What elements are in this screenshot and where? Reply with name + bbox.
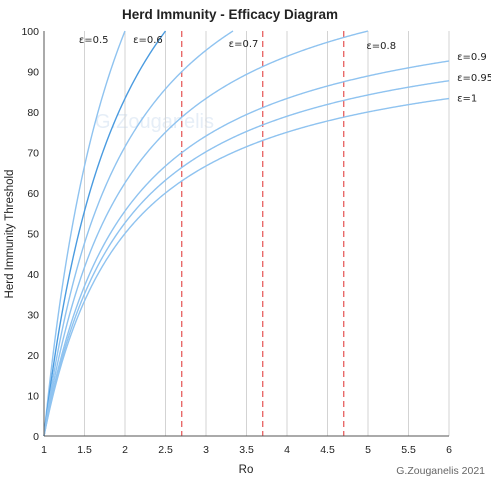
y-tick-label-70: 70 [27,148,39,160]
series-label-eps-0_7: ε=0.7 [229,39,259,50]
series-label-eps-0_9: ε=0.9 [457,52,487,63]
series-line-eps-0_7 [44,31,233,436]
x-tick-label-3: 3 [203,444,209,456]
x-tick-label-5.5: 5.5 [401,444,416,456]
x-tick-label-4.5: 4.5 [320,444,335,456]
x-tick-label-1: 1 [41,444,47,456]
y-tick-label-10: 10 [27,391,39,403]
series-label-eps-0_8: ε=0.8 [366,41,396,52]
y-tick-label-30: 30 [27,310,39,322]
y-tick-label-80: 80 [27,107,39,119]
chart-title: Herd Immunity - Efficacy Diagram [122,7,338,22]
credit-text: G.Zouganelis 2021 [396,465,485,477]
series-label-eps-0_6: ε=0.6 [133,35,163,46]
x-axis-label: Ro [239,464,254,476]
x-tick-labels: 1 1.5 2 2.5 3 3.5 4 4.5 5 5.5 6 [41,444,452,456]
watermark: G.Zouganelis [95,111,214,133]
x-tick-label-3.5: 3.5 [239,444,254,456]
y-tick-label-20: 20 [27,350,39,362]
x-tick-label-5: 5 [365,444,371,456]
series-label-eps-0_5: ε=0.5 [79,35,109,46]
y-tick-label-50: 50 [27,229,39,241]
x-tick-label-2: 2 [122,444,128,456]
y-axis-label: Herd Immunity Threshold [4,170,16,299]
y-tick-label-60: 60 [27,188,39,200]
series-line-eps-0_6 [44,31,166,436]
x-tick-label-2.5: 2.5 [158,444,173,456]
x-tick-label-4: 4 [284,444,290,456]
y-tick-labels: 0 10 20 30 40 50 60 70 80 90 100 [21,26,39,443]
series-label-eps-1: ε=1 [457,93,477,104]
y-tick-label-100: 100 [21,26,39,38]
series-label-eps-0_95: ε=0.95 [457,73,491,84]
x-tick-label-1.5: 1.5 [77,444,92,456]
y-tick-label-40: 40 [27,269,39,281]
x-tick-label-6: 6 [446,444,452,456]
y-tick-label-90: 90 [27,67,39,79]
vertical-gridlines [85,31,450,436]
y-tick-label-0: 0 [33,431,39,443]
